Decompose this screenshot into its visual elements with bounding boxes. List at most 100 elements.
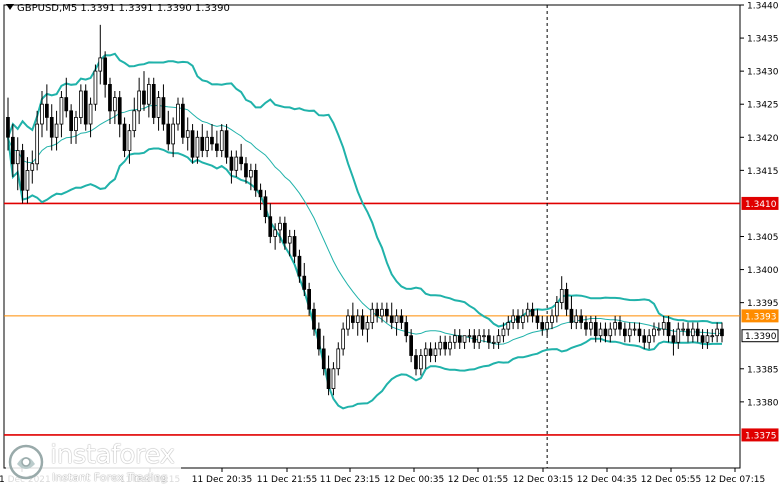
candle bbox=[433, 342, 438, 363]
candle-body bbox=[6, 117, 10, 138]
candle bbox=[113, 90, 117, 125]
candle-body bbox=[88, 103, 93, 125]
bollinger-upper-line bbox=[7, 52, 722, 328]
candle-body bbox=[399, 315, 404, 323]
candle bbox=[137, 77, 141, 125]
candle-body bbox=[20, 150, 25, 191]
candle-body bbox=[666, 322, 671, 337]
candle bbox=[501, 322, 506, 343]
candle bbox=[93, 64, 98, 111]
candles bbox=[6, 24, 724, 396]
candle bbox=[282, 216, 287, 250]
candle-body bbox=[506, 322, 511, 330]
candle bbox=[438, 335, 443, 356]
candle bbox=[59, 90, 64, 138]
candle-body bbox=[593, 322, 598, 337]
support-price-label: 1.3375 bbox=[741, 428, 779, 442]
candle bbox=[409, 329, 414, 363]
candle bbox=[326, 355, 331, 396]
candle-body bbox=[574, 315, 579, 323]
bid-price-label: 1.3390 bbox=[741, 329, 779, 343]
candle bbox=[598, 322, 603, 343]
candle-body bbox=[30, 163, 35, 171]
candle bbox=[574, 309, 579, 330]
candle-body bbox=[603, 328, 608, 337]
candle bbox=[83, 84, 88, 131]
candle bbox=[661, 315, 666, 336]
candle-body bbox=[350, 315, 355, 323]
candle-body bbox=[530, 308, 535, 317]
candle bbox=[25, 157, 30, 204]
candle-body bbox=[657, 328, 661, 331]
candle bbox=[584, 315, 588, 336]
candle bbox=[263, 190, 268, 224]
candle bbox=[593, 315, 598, 343]
candle bbox=[15, 137, 20, 191]
candle bbox=[632, 322, 637, 336]
candle-body bbox=[676, 328, 681, 343]
candle bbox=[156, 90, 161, 131]
candle-body bbox=[239, 156, 243, 165]
candle-body bbox=[618, 322, 622, 330]
candle bbox=[103, 51, 107, 98]
chart-symbol: GBPUSD,M5 bbox=[17, 3, 78, 14]
candle-body bbox=[423, 348, 428, 356]
candle-body bbox=[40, 103, 44, 125]
candle bbox=[482, 329, 486, 343]
candle-body bbox=[190, 130, 195, 158]
candle-body bbox=[69, 110, 73, 132]
indicators bbox=[7, 52, 722, 410]
candle bbox=[98, 24, 103, 85]
y-tick-label: 1.3400 bbox=[747, 266, 779, 276]
candle bbox=[657, 322, 661, 336]
candle-body bbox=[652, 328, 656, 337]
candle-body bbox=[35, 123, 40, 165]
y-tick-label: 1.3385 bbox=[747, 365, 779, 375]
candle bbox=[146, 77, 151, 118]
candle-body bbox=[253, 169, 258, 191]
candle-body bbox=[185, 130, 190, 138]
candle-body bbox=[146, 84, 151, 105]
y-tick-label: 1.3380 bbox=[747, 398, 779, 408]
candle bbox=[506, 315, 511, 336]
candle bbox=[428, 342, 433, 363]
candle-body bbox=[418, 355, 423, 370]
x-tick-label: 11 Dec 20:35 bbox=[192, 475, 253, 485]
candle bbox=[691, 322, 695, 343]
candle-body bbox=[661, 322, 666, 330]
candle bbox=[579, 309, 584, 330]
dropdown-triangle-icon[interactable] bbox=[6, 4, 14, 10]
candle-body bbox=[443, 341, 448, 350]
candle-body bbox=[268, 216, 273, 237]
candle bbox=[715, 322, 720, 343]
candle bbox=[336, 342, 341, 376]
candle bbox=[258, 183, 263, 211]
candle bbox=[214, 130, 219, 158]
candle-body bbox=[365, 322, 370, 330]
candle bbox=[535, 309, 540, 330]
candle bbox=[394, 309, 399, 336]
candle bbox=[40, 90, 44, 138]
candle bbox=[666, 315, 671, 343]
candle-body bbox=[355, 315, 360, 323]
candle bbox=[642, 329, 647, 349]
candle bbox=[210, 124, 214, 151]
candle-body bbox=[394, 315, 399, 323]
candle-body bbox=[613, 322, 618, 330]
candle-body bbox=[219, 130, 224, 151]
x-tick-label: 12 Dec 05:55 bbox=[641, 475, 702, 485]
candle-body bbox=[25, 169, 30, 191]
candle-body bbox=[695, 328, 700, 337]
candle-body bbox=[715, 328, 720, 337]
candle bbox=[321, 335, 326, 376]
candle-body bbox=[370, 308, 375, 323]
candle-body bbox=[15, 150, 20, 165]
price-label-text: 1.3375 bbox=[745, 431, 777, 441]
candle-body bbox=[428, 348, 433, 356]
candle-body bbox=[258, 189, 263, 198]
candle bbox=[142, 71, 146, 111]
candle bbox=[671, 329, 676, 356]
candle-body bbox=[195, 136, 200, 158]
candle-body bbox=[210, 136, 214, 145]
